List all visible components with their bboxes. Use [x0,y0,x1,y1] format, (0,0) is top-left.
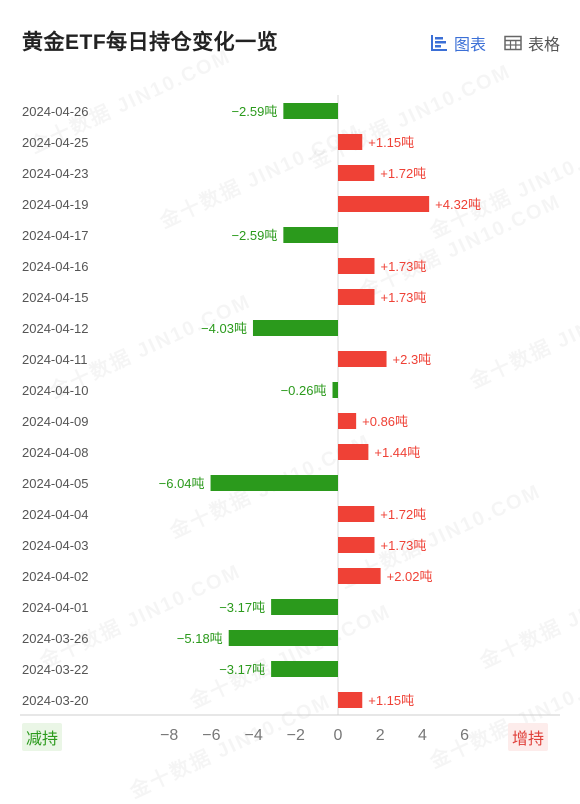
date-label: 2024-04-23 [22,166,89,181]
date-label: 2024-04-11 [22,352,88,367]
value-label: −6.04吨 [159,476,205,491]
date-label: 2024-03-22 [22,662,89,677]
value-label: +4.32吨 [435,197,481,212]
chart-title: 黄金ETF每日持仓变化一览 [22,31,279,54]
bar [283,103,338,119]
x-tick-label: 2 [376,727,385,744]
date-label: 2024-04-05 [22,476,89,491]
value-label: −5.18吨 [177,631,223,646]
date-label: 2024-04-17 [22,228,89,243]
value-label: +1.73吨 [381,538,427,553]
value-label: +1.44吨 [374,445,420,460]
x-tick-label: −2 [287,727,305,744]
date-label: 2024-03-26 [22,631,89,646]
value-label: −3.17吨 [219,600,265,615]
value-label: +1.15吨 [368,135,414,150]
bar [228,630,338,646]
x-tick-label: 4 [418,727,427,744]
bar-chart-icon [430,34,448,52]
table-icon [504,35,522,51]
bar [210,475,338,491]
bar [338,444,369,460]
bar [338,196,430,212]
date-label: 2024-04-04 [22,507,89,522]
value-label: −2.59吨 [231,228,277,243]
x-tick-label: −8 [160,727,178,744]
date-label: 2024-04-10 [22,383,89,398]
bar [338,165,375,181]
bar-chart: 2024-04-26 −2.59吨 2024-04-25 +1.15吨 2024-04-… [20,95,560,744]
value-label: −2.59吨 [231,104,277,119]
date-label: 2024-04-08 [22,445,89,460]
value-label: −0.26吨 [281,383,327,398]
view-tabs: 图表 表格 [430,31,560,55]
bar [338,258,375,274]
x-tick-label: 6 [460,727,469,744]
decrease-legend: 减持 [22,723,63,751]
value-label: +2.3吨 [393,352,432,367]
bar [338,413,357,429]
bar [338,692,363,708]
date-label: 2024-03-20 [22,693,89,708]
bar [252,320,338,336]
date-label: 2024-04-09 [22,414,89,429]
date-label: 2024-04-03 [22,538,89,553]
tab-chart-label: 图表 [453,37,486,54]
value-label: +1.15吨 [368,693,414,708]
bar [338,568,381,584]
bar [332,382,338,398]
date-label: 2024-04-02 [22,569,89,584]
bar [271,599,338,615]
bar [271,661,338,677]
tab-table-label: 表格 [527,37,560,54]
date-label: 2024-04-01 [22,600,89,615]
x-tick-label: −4 [244,727,262,744]
value-label: +1.72吨 [380,507,426,522]
x-tick-label: −6 [202,727,220,744]
date-label: 2024-04-19 [22,197,89,212]
date-label: 2024-04-26 [22,104,89,119]
value-label: −3.17吨 [219,662,265,677]
bar [338,537,375,553]
date-label: 2024-04-15 [22,290,89,305]
x-tick-label: 0 [334,727,343,744]
date-label: 2024-04-16 [22,259,89,274]
value-label: +1.73吨 [381,259,427,274]
tab-table[interactable]: 表格 [504,31,560,55]
tab-chart[interactable]: 图表 [430,31,486,55]
value-label: +1.73吨 [381,290,427,305]
bar [338,134,363,150]
bar [283,227,338,243]
date-label: 2024-04-12 [22,321,89,336]
bar [338,289,375,305]
bar [338,506,375,522]
value-label: −4.03吨 [201,321,247,336]
increase-legend: 增持 [507,723,548,751]
bar [338,351,387,367]
value-label: +1.72吨 [380,166,426,181]
value-label: +2.02吨 [387,569,433,584]
value-label: +0.86吨 [362,414,408,429]
chart-header: 黄金ETF每日持仓变化一览 图表 [0,0,580,80]
date-label: 2024-04-25 [22,135,89,150]
